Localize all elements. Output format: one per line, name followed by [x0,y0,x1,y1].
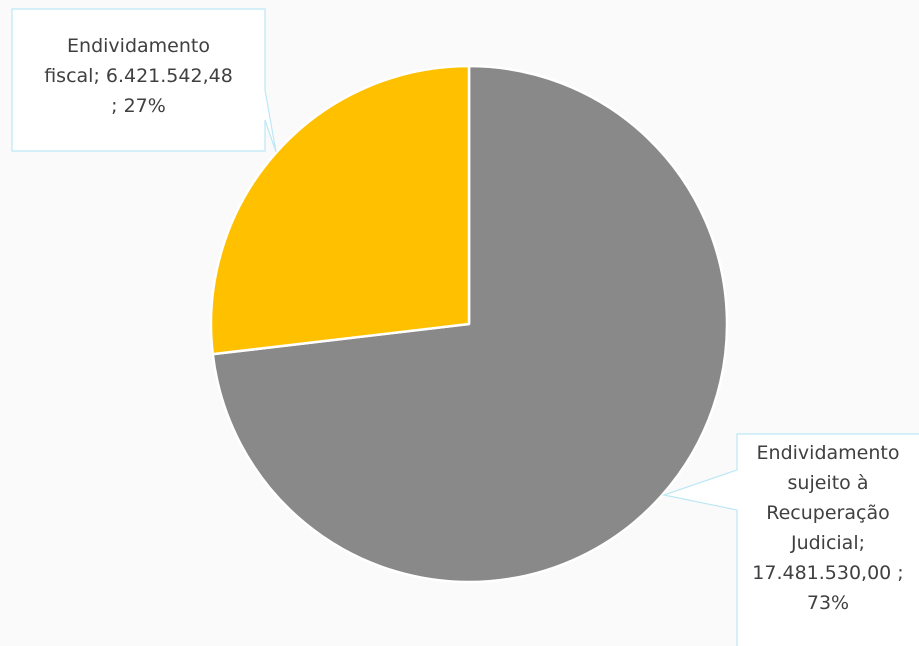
data-label-endividamento-fiscal: Endividamento fiscal; 6.421.542,48 ; 27% [44,35,233,117]
data-label-endividamento-recuperacao-judicial: Endividamento sujeito à Recuperação Judi… [752,442,904,614]
callout-box-endividamento-fiscal [11,8,277,153]
pie-slice-1 [209,64,471,356]
callout-box-endividamento-recuperacao-judicial [661,433,919,646]
